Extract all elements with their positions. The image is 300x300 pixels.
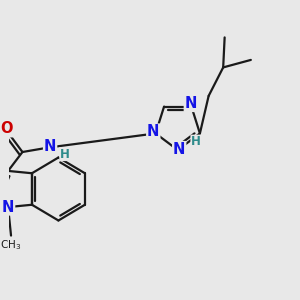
Text: CH$_3$: CH$_3$ xyxy=(0,238,22,252)
Text: H: H xyxy=(191,135,201,148)
Text: H: H xyxy=(60,148,70,160)
Text: N: N xyxy=(147,124,160,140)
Text: N: N xyxy=(44,139,56,154)
Text: O: O xyxy=(0,122,13,136)
Text: N: N xyxy=(173,142,185,157)
Text: N: N xyxy=(185,96,197,111)
Text: N: N xyxy=(2,200,14,214)
